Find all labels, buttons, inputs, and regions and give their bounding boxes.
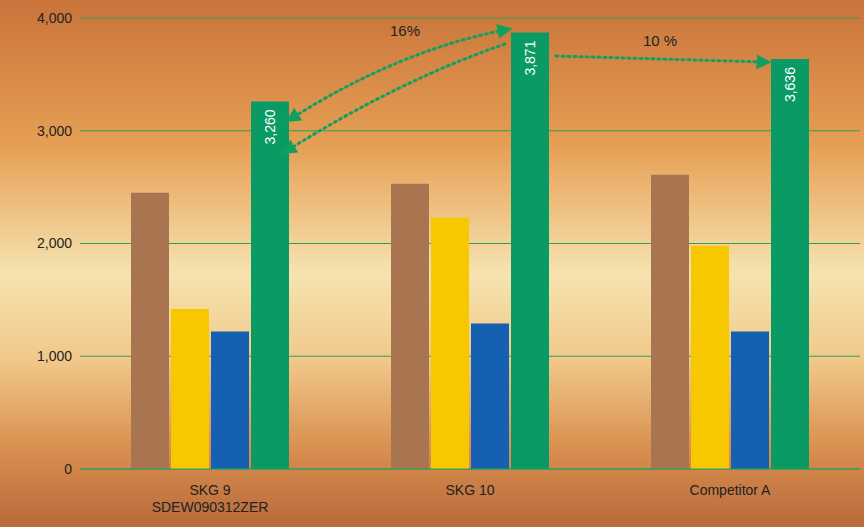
svg-text:3,636: 3,636 (782, 67, 798, 102)
svg-text:0: 0 (64, 461, 72, 477)
svg-text:3,871: 3,871 (522, 40, 538, 75)
svg-text:3,260: 3,260 (262, 109, 278, 144)
svg-text:1,000: 1,000 (37, 348, 72, 364)
svg-text:SKG 10: SKG 10 (445, 482, 494, 498)
svg-text:16%: 16% (390, 22, 420, 39)
svg-text:3,000: 3,000 (37, 123, 72, 139)
svg-text:Competitor A: Competitor A (690, 482, 772, 498)
svg-text:4,000: 4,000 (37, 10, 72, 26)
svg-text:2,000: 2,000 (37, 235, 72, 251)
svg-text:10 %: 10 % (643, 32, 677, 49)
svg-text:SKG 9SDEW090312ZER: SKG 9SDEW090312ZER (152, 482, 269, 515)
